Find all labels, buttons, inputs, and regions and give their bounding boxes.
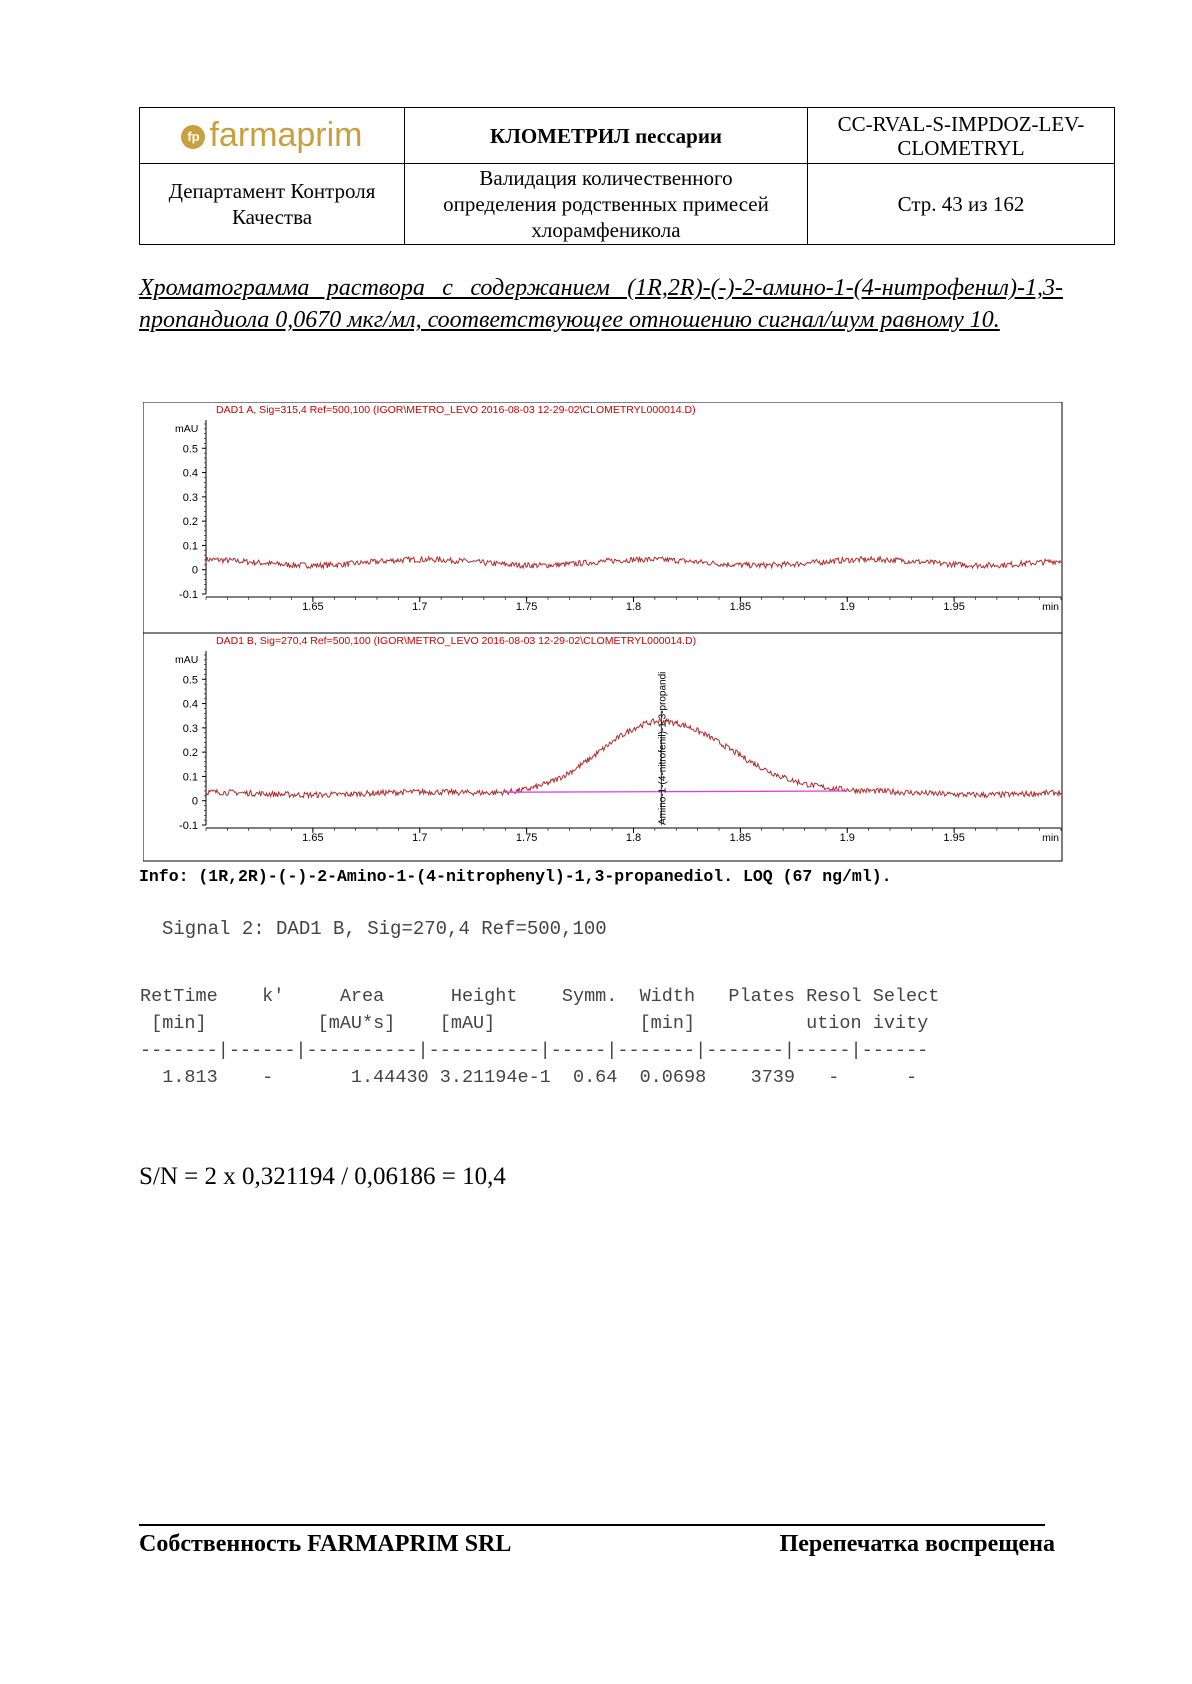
x-tick-label: 1.95: [943, 601, 964, 613]
x-tick-label: 1.95: [943, 832, 964, 844]
logo: fp farmaprim: [140, 108, 404, 163]
peak-table-header-1: RetTime k' Area Height Symm. Width Plate…: [140, 986, 940, 1007]
x-tick-label: 1.65: [302, 832, 323, 844]
logo-mark-icon: fp: [181, 125, 206, 149]
x-tick-label: 1.7: [412, 832, 427, 844]
x-tick-label: 1.85: [730, 832, 751, 844]
signal-trace: [205, 555, 1062, 571]
department: Департамент Контроля Качества: [168, 179, 376, 229]
chart-panel-b: DAD1 B, Sig=270,4 Ref=500,100 (IGOR\METR…: [175, 635, 1062, 844]
doc-code: CC-RVAL-S-IMPDOZ-LEV- CLOMETRYL: [837, 111, 1085, 160]
y-tick-label: 0.3: [183, 723, 198, 735]
signal-trace: [205, 717, 1062, 800]
peak-table-row: 1.813 - 1.44430 3.21194e-1 0.64 0.0698 3…: [140, 1067, 918, 1088]
page-number: Стр. 43 из 162: [897, 192, 1025, 216]
y-tick-label: 0.5: [183, 443, 198, 455]
validation-title: Валидация количественного определения ро…: [443, 166, 769, 242]
chart-title: DAD1 A, Sig=315,4 Ref=500,100 (IGOR\METR…: [216, 404, 696, 416]
footer-left: Собственность FARMAPRIM SRL: [139, 1531, 512, 1557]
product-name: КЛОМЕТРИЛ пессарии: [489, 123, 723, 148]
peak-table-separator: -------|------|----------|----------|---…: [140, 1040, 929, 1061]
y-tick-label: 0.2: [183, 747, 198, 759]
y-tick-label: -0.1: [179, 589, 198, 601]
chart-title: DAD1 B, Sig=270,4 Ref=500,100 (IGOR\METR…: [216, 635, 696, 647]
x-tick-label: 1.7: [412, 601, 427, 613]
x-tick-label: 1.8: [626, 832, 641, 844]
chart-panel-a: DAD1 A, Sig=315,4 Ref=500,100 (IGOR\METR…: [175, 404, 1062, 613]
y-tick-label: 0.4: [183, 699, 198, 711]
x-axis-label: min: [1042, 601, 1059, 613]
chromatogram-figure: DAD1 A, Sig=315,4 Ref=500,100 (IGOR\METR…: [143, 402, 1063, 862]
x-tick-label: 1.8: [626, 601, 641, 613]
x-axis-label: min: [1042, 832, 1059, 844]
y-axis-label: mAU: [175, 654, 198, 666]
signal-line: Signal 2: DAD1 B, Sig=270,4 Ref=500,100: [162, 918, 607, 940]
header-table: fp farmaprim КЛОМЕТРИЛ пессарии CC-RVAL-S…: [139, 107, 1115, 245]
peak-label: Amino-1-(4-nitrofenil)-1,3-propandi: [657, 672, 668, 825]
y-axis-label: mAU: [175, 423, 198, 435]
y-tick-label: 0.2: [183, 516, 198, 528]
x-tick-label: 1.75: [516, 832, 537, 844]
sn-formula: S/N = 2 x 0,321194 / 0,06186 = 10,4: [139, 1163, 506, 1190]
footer-divider: [139, 1524, 1045, 1526]
info-line: Info: (1R,2R)-(-)-2-Amino-1-(4-nitrophen…: [139, 867, 892, 886]
footer-right: Перепечатка воспрещена: [779, 1531, 1055, 1557]
y-tick-label: 0: [192, 796, 198, 808]
y-tick-label: 0.1: [183, 771, 198, 783]
y-tick-label: -0.1: [179, 820, 198, 832]
x-tick-label: 1.9: [840, 601, 855, 613]
y-tick-label: 0.5: [183, 674, 198, 686]
integration-baseline: [505, 790, 848, 793]
x-tick-label: 1.65: [302, 601, 323, 613]
y-tick-label: 0: [192, 565, 198, 577]
peak-table-header-2: [min] [mAU*s] [mAU] [min] ution ivity: [140, 1013, 929, 1034]
x-tick-label: 1.85: [730, 601, 751, 613]
y-tick-label: 0.4: [183, 468, 198, 480]
y-tick-label: 0.1: [183, 540, 198, 552]
chromatogram-caption: Хроматограмма раствора с содержанием (1R…: [139, 275, 1063, 333]
x-tick-label: 1.9: [840, 832, 855, 844]
x-tick-label: 1.75: [516, 601, 537, 613]
y-tick-label: 0.3: [183, 492, 198, 504]
